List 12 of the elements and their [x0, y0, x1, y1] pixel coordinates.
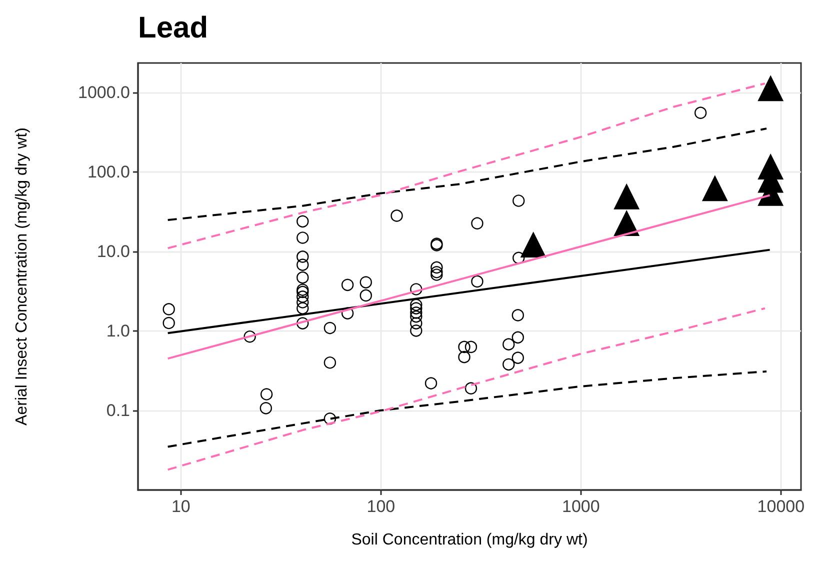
- chart-title: Lead: [138, 12, 208, 44]
- x-tick-label: 1000: [562, 497, 600, 516]
- x-tick-label: 10: [171, 497, 190, 516]
- x-tick-label: 10000: [757, 497, 805, 516]
- x-tick-label: 100: [366, 497, 396, 516]
- y-axis-title: Aerial Insect Concentration (mg/kg dry wt): [14, 128, 30, 426]
- y-tick-label: 0.1: [106, 401, 130, 420]
- y-tick-label: 10.0: [96, 242, 130, 261]
- y-tick-label: 1.0: [106, 322, 130, 340]
- x-axis-title: Soil Concentration (mg/kg dry wt): [351, 532, 588, 548]
- y-tick-label: 1000.0: [78, 83, 130, 102]
- y-tick-label: 100.0: [87, 162, 130, 182]
